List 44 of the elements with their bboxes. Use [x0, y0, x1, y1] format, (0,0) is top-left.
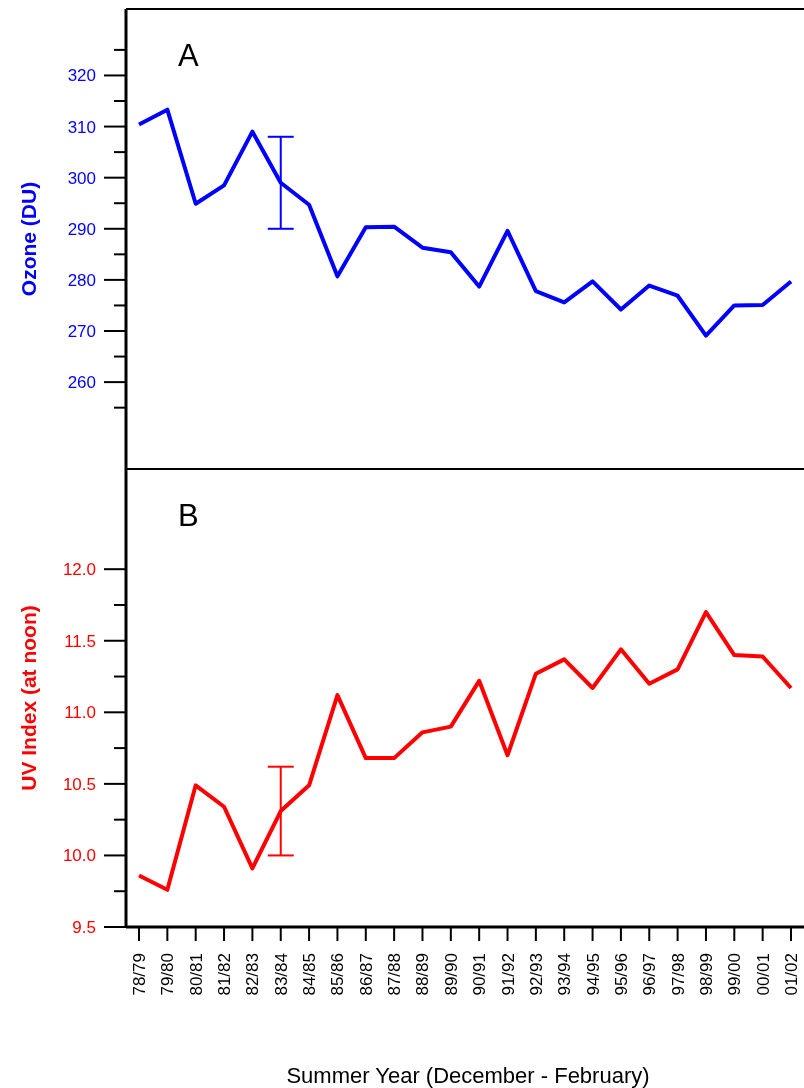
x-tick-label: 97/98 — [668, 953, 688, 996]
x-tick-label: 00/01 — [753, 953, 773, 996]
annotation: A — [178, 38, 199, 73]
y-tick-label: 11.5 — [64, 631, 96, 651]
y-tick-label: 300 — [67, 168, 96, 188]
x-tick-label: 99/00 — [725, 953, 745, 996]
y-axis-title: Ozone (DU) — [17, 181, 40, 297]
x-tick-label: 94/95 — [583, 953, 603, 996]
x-tick-label: 86/87 — [356, 953, 376, 996]
x-tick-label: 93/94 — [555, 953, 575, 996]
x-tick-label: 91/92 — [498, 953, 518, 996]
line-series — [137, 107, 793, 338]
y-tick-label: 310 — [67, 117, 96, 137]
y-tick-label: 260 — [67, 373, 96, 393]
x-tick-label: 87/88 — [385, 953, 405, 996]
x-tick-label: 79/80 — [158, 953, 178, 996]
x-tick-label: 78/79 — [130, 953, 149, 996]
x-tick-label: 92/93 — [526, 953, 546, 996]
x-tick-label: 95/96 — [611, 953, 631, 996]
x-tick-label: 88/89 — [413, 953, 433, 996]
x-tick-label: 82/83 — [243, 953, 263, 996]
x-tick-label: 81/82 — [215, 953, 235, 996]
x-tick-label: 85/86 — [328, 953, 348, 996]
y-tick-label: 12.0 — [62, 560, 96, 580]
x-tick-label: 83/84 — [271, 953, 291, 996]
x-tick-label: 89/90 — [441, 953, 461, 996]
x-axis-title: Summer Year (December - February) — [286, 1063, 650, 1088]
y-tick-label: 320 — [67, 66, 96, 86]
x-tick-label: 98/99 — [696, 953, 716, 996]
x-tick-label: 96/97 — [640, 953, 660, 996]
x-tick-label: 80/81 — [186, 953, 206, 996]
y-tick-label: 9.5 — [72, 917, 96, 937]
line-series — [137, 610, 793, 892]
y-tick-label: 290 — [67, 219, 96, 239]
x-tick-label: 84/85 — [300, 953, 320, 996]
y-axis-title: UV Index (at noon) — [17, 605, 40, 791]
x-tick-label: 01/02 — [782, 953, 801, 996]
y-tick-label: 10.5 — [62, 774, 96, 794]
y-tick-label: 11.0 — [64, 703, 96, 723]
y-tick-label: 280 — [67, 270, 96, 290]
y-tick-label: 10.0 — [62, 846, 96, 866]
annotation: B — [178, 498, 199, 533]
y-tick-label: 270 — [67, 321, 96, 341]
x-tick-label: 90/91 — [470, 953, 490, 996]
